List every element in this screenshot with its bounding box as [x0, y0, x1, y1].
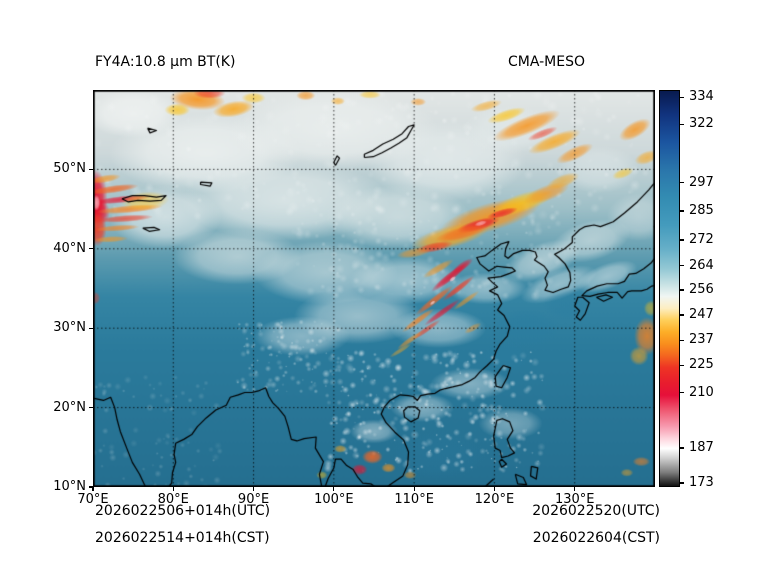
x-tick-label: 120°E: [474, 492, 515, 507]
x-tick-mark: [413, 487, 415, 491]
colorbar-tick-label: 322: [689, 116, 714, 132]
model-title: CMA-MESO: [508, 54, 586, 70]
colorbar-tick-label: 225: [689, 357, 714, 373]
colorbar-tick-label: 272: [689, 232, 714, 248]
colorbar-tick-mark: [680, 265, 684, 267]
map-plot-area: [93, 90, 655, 487]
valid-time-cst: 2026022604(CST): [532, 530, 660, 546]
y-tick-mark: [89, 486, 93, 488]
colorbar-tick-mark: [680, 392, 684, 394]
colorbar-tick-mark: [680, 289, 684, 291]
colorbar-tick-label: 256: [689, 282, 714, 298]
colorbar-tick-mark: [680, 447, 684, 449]
x-tick-label: 130°E: [554, 492, 595, 507]
colorbar-tick-label: 187: [689, 440, 714, 456]
x-tick-mark: [172, 487, 174, 491]
colorbar-tick-label: 210: [689, 384, 714, 400]
init-time-cst: 2026022514+014h(CST): [95, 530, 270, 546]
y-tick-mark: [89, 168, 93, 170]
x-tick-mark: [493, 487, 496, 491]
y-tick-label: 40°N: [53, 240, 86, 256]
colorbar-tick-label: 173: [689, 475, 714, 491]
x-tick-label: 90°E: [237, 492, 270, 507]
x-tick-label: 80°E: [157, 492, 189, 507]
colorbar-tick-label: 247: [689, 307, 714, 323]
y-tick-label: 20°N: [53, 399, 86, 415]
plot-title: FY4A:10.8 μm BT(K): [95, 54, 236, 70]
colorbar-tick-label: 264: [689, 257, 714, 273]
colorbar: [659, 90, 680, 487]
x-tick-label: 110°E: [394, 492, 434, 507]
x-tick-mark: [574, 487, 576, 491]
x-tick-label: 70°E: [77, 492, 109, 507]
colorbar-tick-label: 237: [689, 332, 714, 348]
colorbar-tick-mark: [680, 210, 684, 212]
y-tick-label: 50°N: [53, 161, 86, 177]
colorbar-tick-mark: [680, 239, 684, 241]
x-tick-label: 100°E: [314, 492, 354, 507]
y-tick-mark: [89, 327, 93, 329]
colorbar-tick-mark: [680, 482, 684, 484]
colorbar-tick-mark: [680, 123, 684, 125]
init-time-utc: 2026022506+014h(UTC): [95, 503, 271, 519]
colorbar-tick-label: 334: [689, 89, 714, 105]
valid-time-utc: 2026022520(UTC): [532, 503, 660, 519]
colorbar-tick-label: 285: [689, 203, 714, 219]
y-tick-mark: [89, 248, 93, 250]
colorbar-tick-mark: [680, 96, 684, 98]
y-tick-label: 10°N: [53, 479, 86, 494]
colorbar-tick-label: 297: [689, 174, 714, 190]
y-tick-label: 30°N: [53, 320, 86, 336]
bt-heatmap-canvas: [93, 90, 655, 487]
x-tick-mark: [252, 487, 255, 491]
colorbar-tick-mark: [680, 314, 684, 316]
colorbar-tick-mark: [680, 364, 684, 366]
y-tick-mark: [89, 407, 93, 409]
colorbar-tick-mark: [680, 182, 684, 184]
x-tick-mark: [92, 487, 94, 491]
colorbar-tick-mark: [680, 339, 684, 341]
x-tick-mark: [333, 487, 335, 491]
